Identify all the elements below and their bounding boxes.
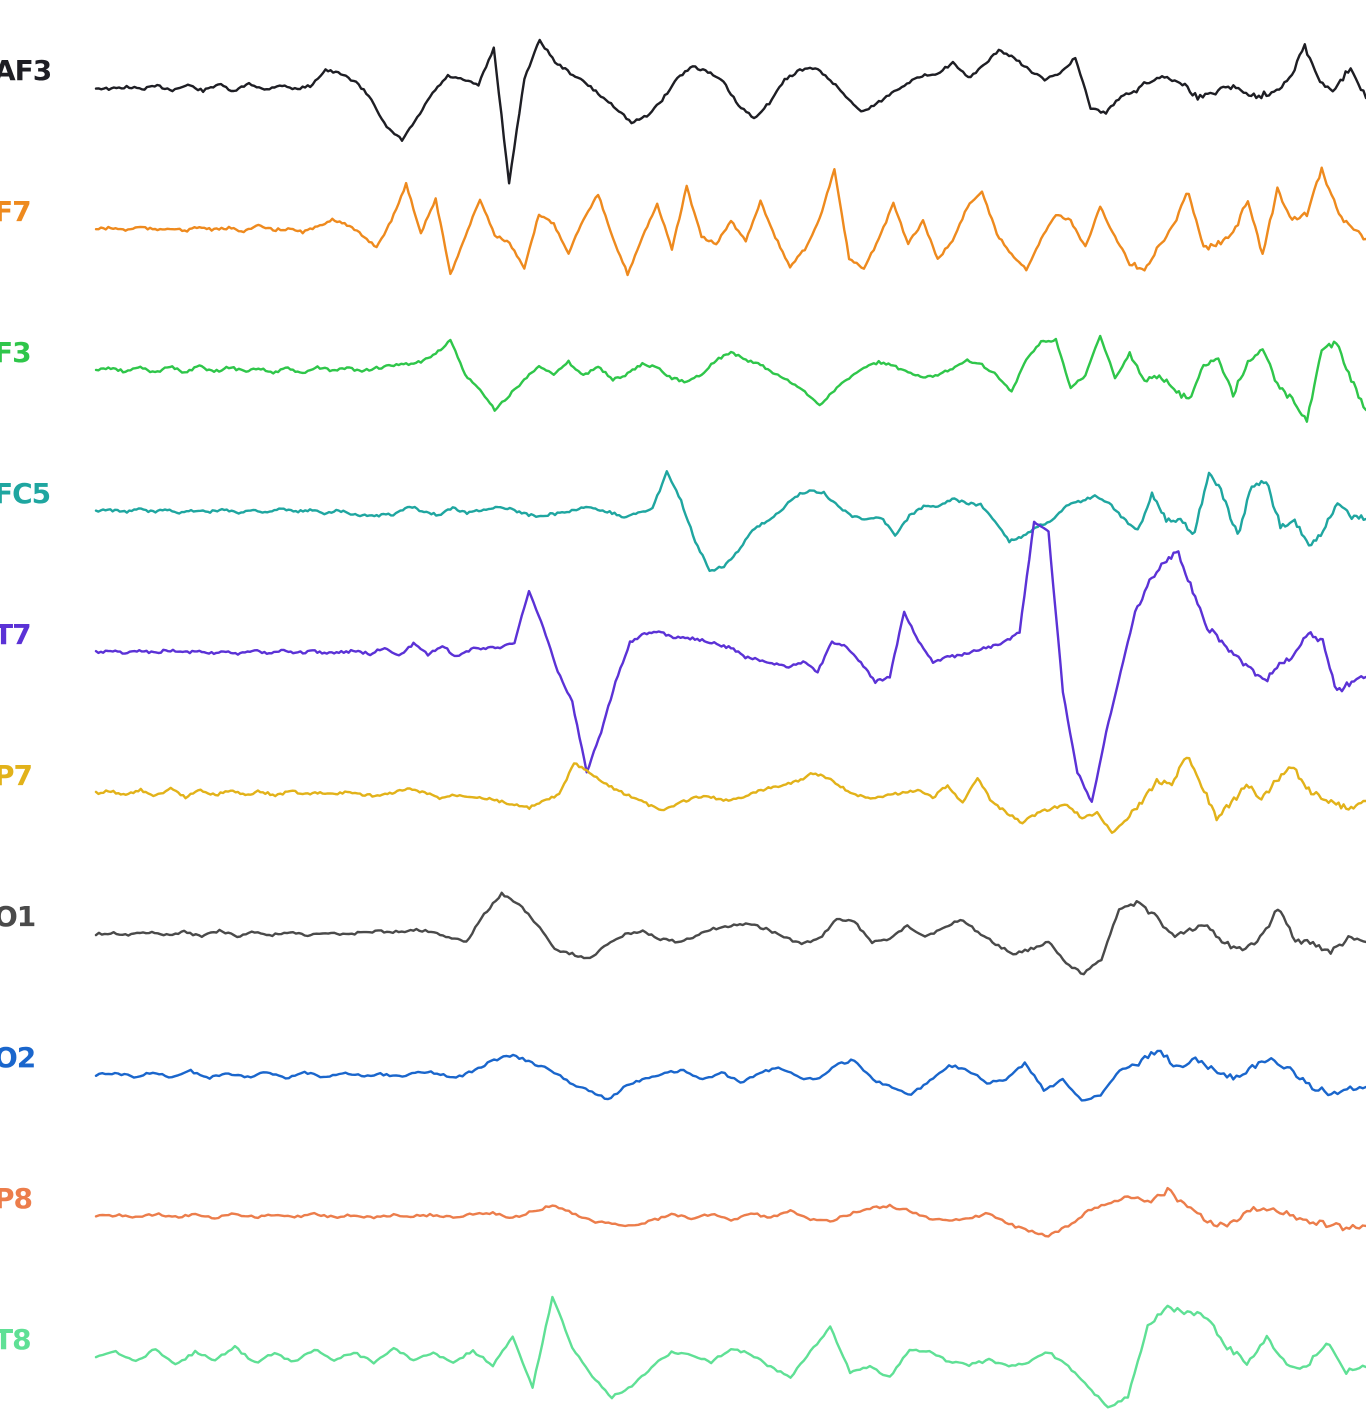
channel-label-p8: P8 — [0, 1182, 33, 1215]
trace-o1 — [94, 891, 1366, 976]
channel-label-o1: O1 — [0, 900, 36, 933]
trace-o2 — [94, 1049, 1366, 1102]
trace-f7 — [94, 166, 1366, 277]
trace-t7 — [94, 520, 1366, 803]
channel-label-t7: T7 — [0, 618, 32, 651]
trace-fc5 — [94, 470, 1366, 573]
series-line-t8 — [94, 1295, 1366, 1409]
series-line-o2 — [94, 1049, 1366, 1102]
channel-label-p7: P7 — [0, 759, 33, 792]
channel-label-af3: AF3 — [0, 54, 52, 87]
trace-p8 — [94, 1186, 1366, 1238]
series-line-p8 — [94, 1186, 1366, 1238]
channel-label-f3: F3 — [0, 336, 32, 369]
trace-t8 — [94, 1295, 1366, 1409]
series-line-fc5 — [94, 470, 1366, 573]
series-line-p7 — [94, 756, 1366, 834]
series-line-o1 — [94, 891, 1366, 976]
channel-label-t8: T8 — [0, 1323, 32, 1356]
channel-label-fc5: FC5 — [0, 477, 51, 510]
series-line-f7 — [94, 166, 1366, 277]
trace-p7 — [94, 756, 1366, 834]
series-line-af3 — [94, 38, 1366, 185]
trace-af3 — [94, 38, 1366, 185]
trace-f3 — [94, 334, 1366, 423]
channel-label-o2: O2 — [0, 1041, 36, 1074]
series-line-t7 — [94, 520, 1366, 803]
channel-label-f7: F7 — [0, 195, 32, 228]
series-line-f3 — [94, 334, 1366, 423]
